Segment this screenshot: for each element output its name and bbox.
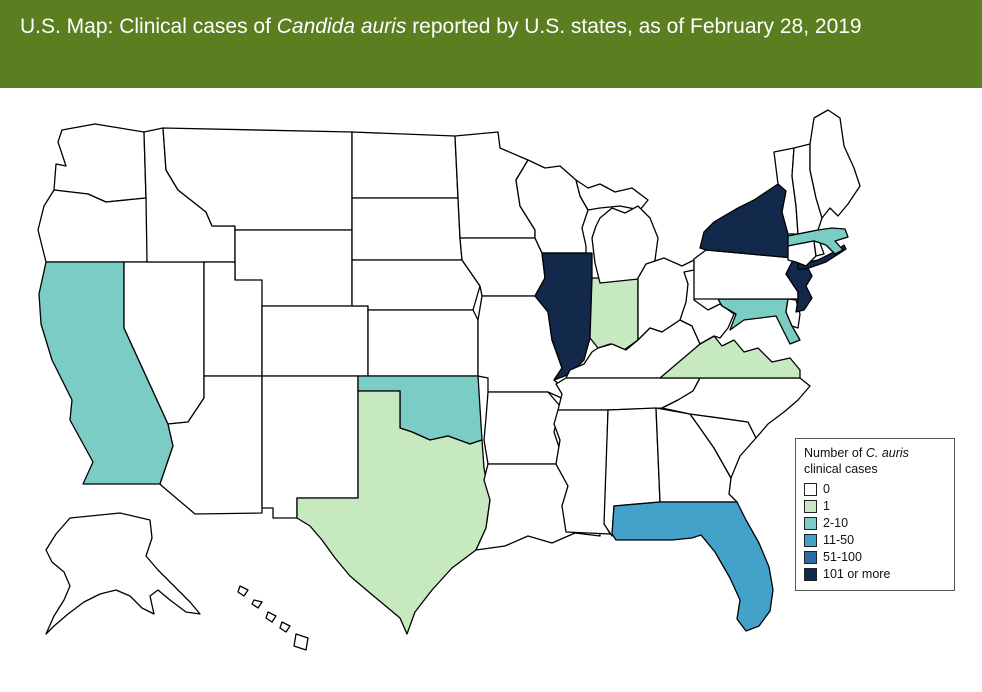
us-map [37, 109, 861, 651]
state-nc [661, 377, 811, 439]
legend-item-2: 2-10 [804, 516, 946, 530]
legend-swatch-4 [804, 550, 817, 564]
legend-label-4: 51-100 [823, 550, 862, 565]
map-area: Number of C. auris clinical cases 0 1 2-… [0, 88, 982, 692]
state-in [589, 277, 639, 351]
page-title-suffix: reported by U.S. states, as of February … [406, 15, 862, 38]
legend-title-italic: C. auris [865, 446, 909, 460]
legend-title-suffix: clinical cases [804, 461, 878, 476]
legend-swatch-5 [804, 567, 817, 581]
state-hi-island-3 [265, 611, 277, 623]
state-or [37, 189, 151, 263]
legend-swatch-2 [804, 516, 817, 530]
state-mi-upper-peninsula [575, 179, 649, 211]
state-wi [515, 159, 589, 254]
state-nd [351, 131, 459, 199]
state-hi [237, 585, 309, 651]
state-ny [699, 183, 795, 259]
state-nj [785, 257, 813, 313]
state-ar [483, 391, 563, 465]
state-ak [45, 512, 201, 635]
legend-item-3: 11-50 [804, 533, 946, 547]
legend-title: Number of C. auris clinical cases [804, 446, 946, 477]
state-tx [296, 390, 491, 635]
legend-label-5: 101 or more [823, 567, 891, 582]
state-ks [367, 309, 479, 377]
state-hi-island-2 [251, 599, 263, 609]
legend-label-2: 2-10 [823, 516, 849, 531]
state-fl [611, 501, 774, 632]
state-mi [591, 205, 659, 284]
state-wa [53, 123, 147, 203]
page-title-italic: Candida auris [276, 15, 407, 38]
legend-label-1: 1 [823, 499, 830, 514]
legend-swatch-3 [804, 533, 817, 547]
legend: Number of C. auris clinical cases 0 1 2-… [795, 438, 955, 592]
state-ri [813, 240, 825, 257]
state-co [261, 305, 369, 377]
legend-swatch-1 [804, 499, 817, 513]
legend-item-1: 1 [804, 499, 946, 513]
state-sd [351, 197, 463, 261]
state-hi-island-1 [237, 585, 249, 597]
legend-swatch-0 [804, 482, 817, 496]
page-title-prefix: U.S. Map: Clinical cases of [20, 15, 277, 38]
legend-label-0: 0 [823, 482, 830, 497]
state-me [809, 109, 861, 219]
legend-label-3: 11-50 [823, 533, 855, 548]
state-hi-island-5 [293, 633, 309, 651]
page-title-bar: U.S. Map: Clinical cases of Candida auri… [0, 0, 982, 88]
state-ct [787, 240, 817, 267]
state-nm [261, 375, 359, 519]
state-ny-long-island [797, 244, 847, 270]
legend-item-4: 51-100 [804, 550, 946, 564]
state-ne [351, 259, 481, 311]
state-hi-island-4 [279, 621, 291, 633]
legend-item-5: 101 or more [804, 567, 946, 581]
legend-item-0: 0 [804, 482, 946, 496]
legend-title-prefix: Number of [804, 446, 866, 460]
